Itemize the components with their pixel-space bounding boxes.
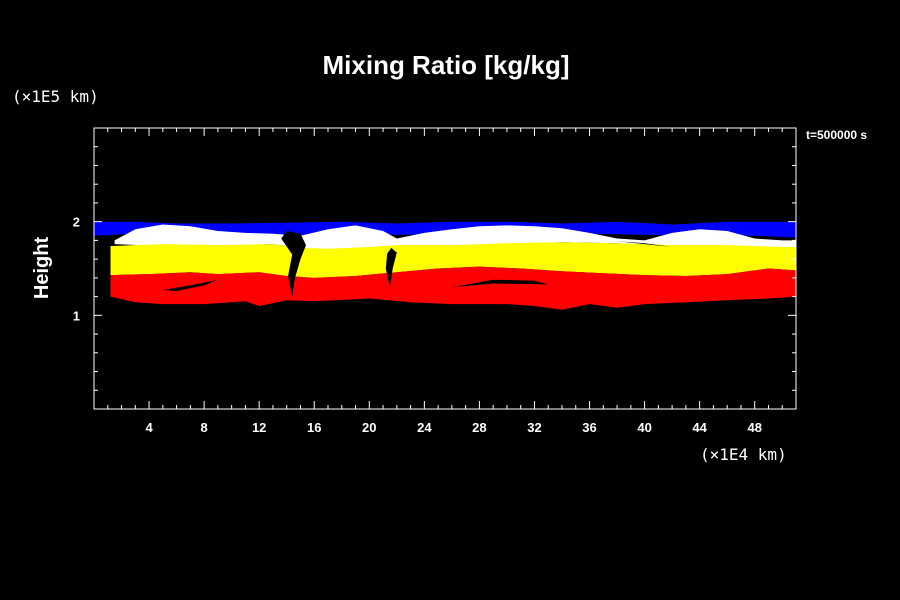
y-tick-label: 2 [73,215,80,230]
dark-feature-2 [451,279,549,288]
mixing-band-3 [110,266,796,310]
y-axis-label: Height [31,237,53,300]
time-label: t=500000 s [806,128,867,142]
plot-area: 4 8 12 16 20 24 28 32 36 40 44 48 12 [73,127,797,435]
mixing-ratio-bands [94,221,797,310]
x-tick-label: 24 [417,420,432,435]
x-tick-label: 28 [472,420,486,435]
plot-frame [93,127,797,410]
x-tick-label: 48 [747,420,761,435]
dark-features [162,231,673,297]
x-tick-label: 4 [145,420,153,435]
x-axis-ticks: 4 8 12 16 20 24 28 32 36 40 44 48 [107,128,783,435]
x-tick-label: 40 [637,420,651,435]
chart-title: Mixing Ratio [kg/kg] [323,50,570,80]
dark-feature-3 [162,279,218,291]
x-tick-label: 20 [362,420,376,435]
dark-feature-1 [385,247,397,288]
y-axis-unit: (×1E5 km) [12,87,99,106]
y-tick-label: 1 [73,308,80,323]
mixing-band-2 [110,242,796,278]
mixing-band-0 [94,221,796,238]
x-axis-unit: (×1E4 km) [700,445,787,464]
y-axis-ticks: 12 [73,146,796,391]
x-tick-label: 16 [307,420,321,435]
x-tick-label: 44 [692,420,707,435]
x-tick-label: 12 [252,420,266,435]
axes [93,127,797,410]
x-tick-label: 36 [582,420,596,435]
x-tick-label: 8 [201,420,208,435]
x-tick-label: 32 [527,420,541,435]
dark-feature-0 [281,231,306,297]
